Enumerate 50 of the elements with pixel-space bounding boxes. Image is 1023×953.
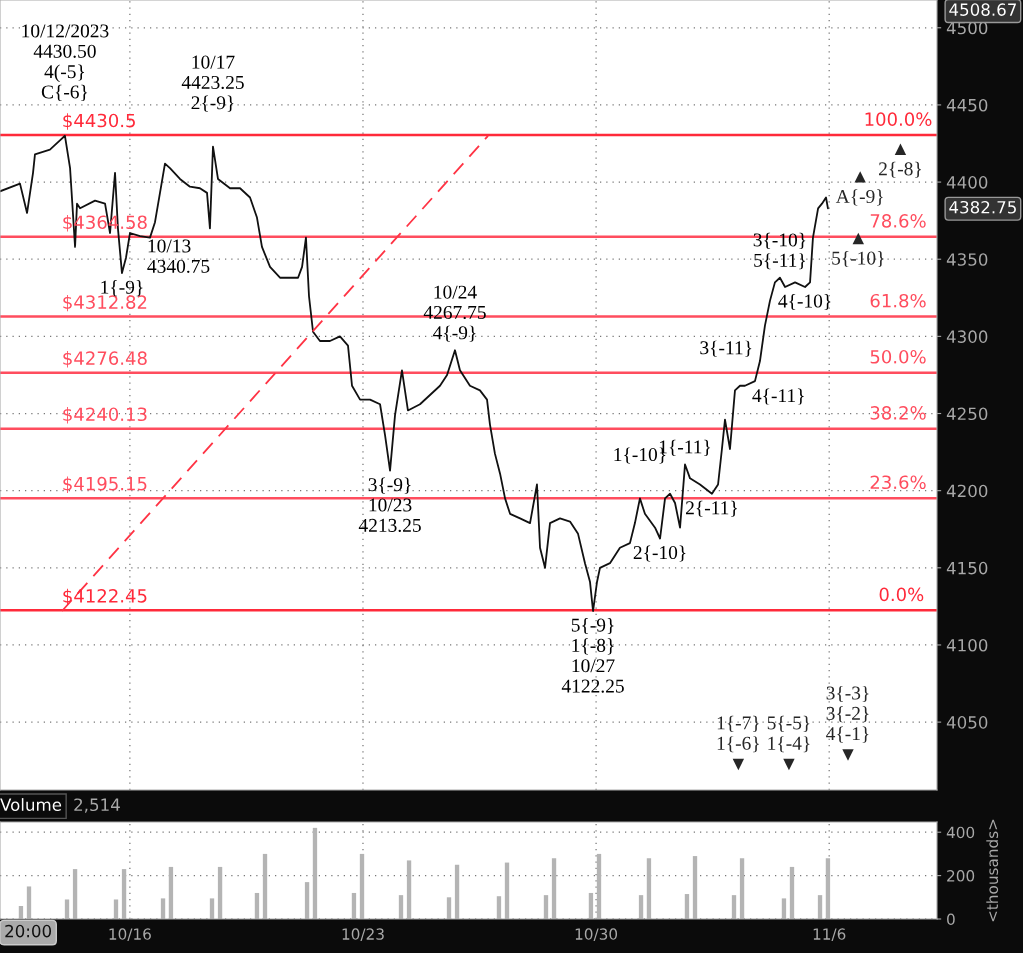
ref-line-label: $4122.45 bbox=[63, 588, 147, 606]
y-axis-title: <thousands> bbox=[986, 819, 999, 922]
annotation: 10/12/2023 4430.50 4(-5} C{-6} bbox=[22, 24, 109, 101]
y-tick-label: 4250 bbox=[946, 407, 988, 421]
ref-line-label: $4276.48 bbox=[63, 351, 147, 368]
y-tick-label: 4450 bbox=[946, 98, 988, 112]
x-tick-label: 10/16 bbox=[109, 928, 151, 942]
annotation: 78.6% bbox=[870, 214, 926, 228]
annotation: 0.0% bbox=[879, 587, 924, 602]
text: 20:00 bbox=[5, 924, 52, 938]
line-series bbox=[0, 134, 829, 612]
y-tick-label: 4400 bbox=[946, 176, 988, 189]
annotation: 3{-9} 10/23 4213.25 bbox=[358, 477, 421, 532]
text: 4382.75 bbox=[949, 200, 1016, 214]
y-tick-label: 4200 bbox=[946, 484, 988, 498]
annotation: 50.0% bbox=[870, 349, 926, 364]
chart-subtitle: 2,514 bbox=[74, 798, 120, 813]
ref-line-label: $4312.82 bbox=[63, 294, 147, 312]
y-tick-label: 400 bbox=[946, 826, 975, 839]
annotation: 5{-9} 1{-8} 10/27 4122.25 bbox=[561, 617, 624, 693]
annotation: 1{-9} bbox=[101, 280, 143, 297]
y-tick-label: 4100 bbox=[946, 638, 988, 652]
annotation: 23.6% bbox=[870, 475, 926, 490]
annotation: 4{-11} bbox=[752, 388, 804, 405]
annotation: 3{-3} 3{-2} 4{-1} ▼ bbox=[826, 685, 869, 761]
y-tick-label: 4350 bbox=[946, 253, 988, 266]
y-tick-label: 4300 bbox=[946, 330, 988, 343]
annotation: 100.0% bbox=[865, 112, 932, 126]
annotation: 10/13 4340.75 bbox=[147, 239, 210, 273]
ref-line-label: $4430.5 bbox=[63, 113, 135, 130]
annotation: 2{-11} bbox=[686, 500, 737, 517]
text: 4508.67 bbox=[949, 3, 1016, 16]
y-tick-label: 4150 bbox=[946, 561, 988, 575]
ref-line-label: $4240.13 bbox=[63, 407, 147, 424]
x-tick-label: 10/30 bbox=[575, 928, 618, 942]
chart-title: Volume bbox=[0, 798, 62, 812]
annotation: 4{-10} bbox=[778, 293, 831, 311]
annotation: 38.2% bbox=[870, 406, 926, 420]
y-tick-label: 200 bbox=[947, 870, 975, 882]
annotation: 10/17 4423.25 2{-9} bbox=[181, 55, 244, 112]
annotation: 3{-11} bbox=[700, 340, 752, 357]
ref-line-label: $4195.15 bbox=[63, 476, 147, 493]
annotation: 2{-10} bbox=[633, 545, 686, 562]
x-tick-label: 11/6 bbox=[813, 928, 846, 942]
annotation: 5{-5} 1{-4} ▼ bbox=[767, 715, 810, 771]
annotation: 1{-7} 1{-6} ▼ bbox=[717, 715, 759, 771]
y-tick-label: 0 bbox=[947, 913, 955, 926]
annotation: 61.8% bbox=[870, 293, 926, 308]
x-tick-label: 10/23 bbox=[342, 928, 384, 942]
y-tick-label: 4050 bbox=[946, 716, 988, 729]
